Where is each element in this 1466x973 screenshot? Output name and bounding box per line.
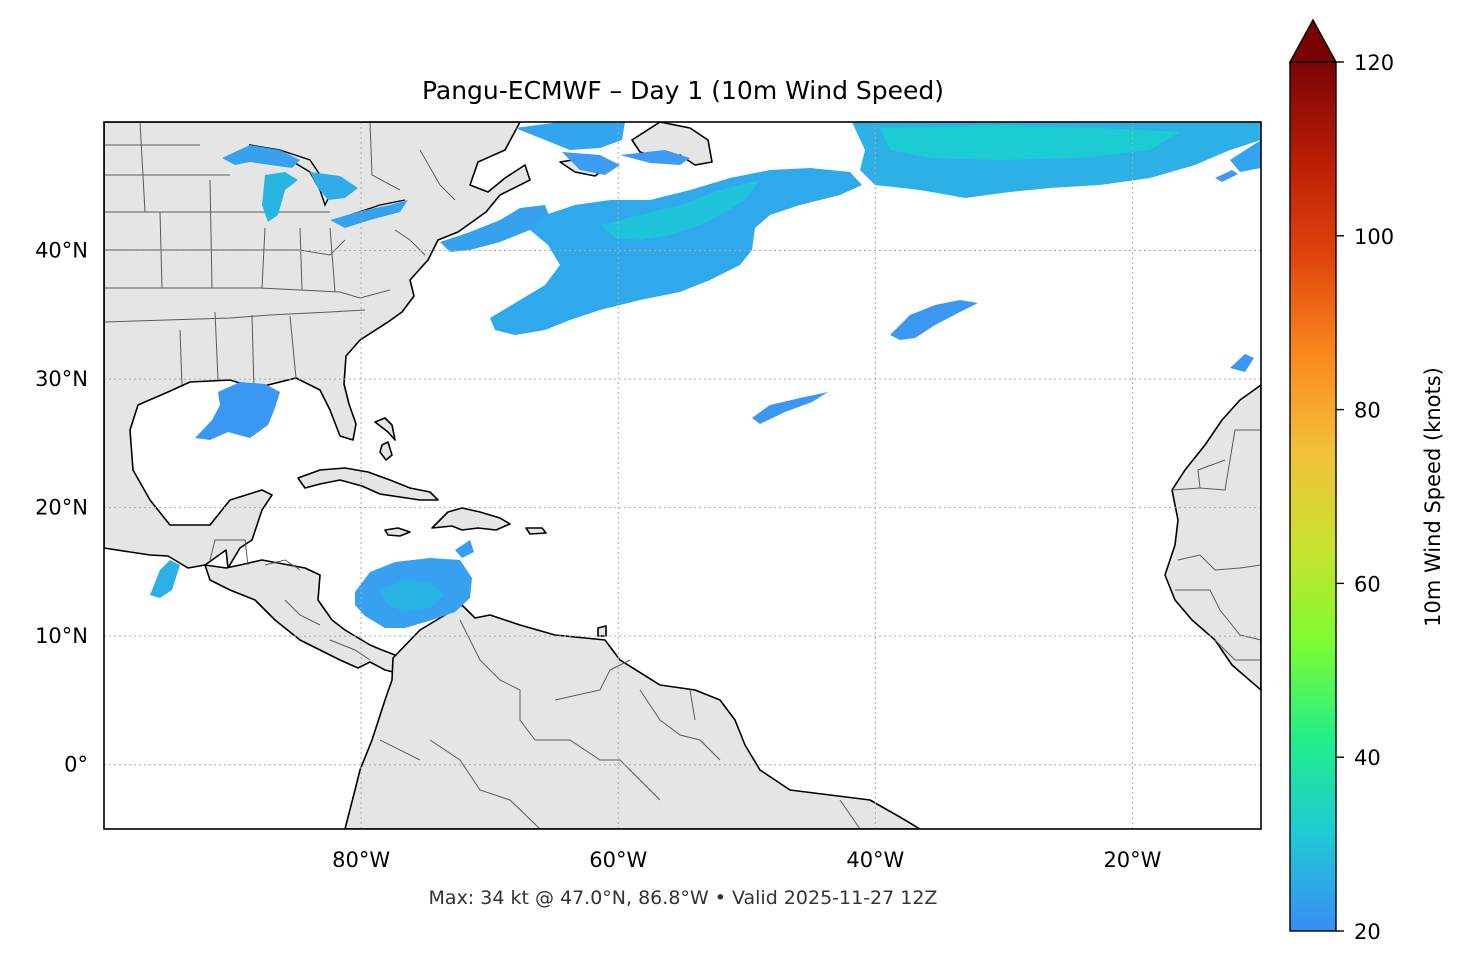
puerto-rico-land [525, 527, 547, 535]
wind-patch-new-england [440, 205, 550, 252]
latitude-tick-label: 0° [64, 753, 88, 777]
colorbar-tick-label: 60 [1354, 572, 1381, 596]
colorbar-tick-label: 20 [1354, 920, 1381, 944]
jamaica-land [384, 527, 411, 537]
colorbar-gradient [1290, 62, 1336, 931]
map-title: Pangu-ECMWF – Day 1 (10m Wind Speed) [422, 76, 944, 105]
colorbar-ticks: 20 40 60 80 100 120 [1336, 51, 1394, 944]
latitude-tick-label: 20°N [35, 496, 88, 520]
hispaniola-land [431, 507, 511, 531]
wind-patch-caribbean-core [380, 580, 445, 612]
longitude-tick-labels: 80°W 60°W 40°W 20°W [332, 848, 1162, 872]
latitude-tick-label: 30°N [35, 367, 88, 391]
wind-patch-mid-atlantic-1 [890, 300, 978, 340]
longitude-tick-label: 20°W [1103, 848, 1161, 872]
colorbar-tick-label: 40 [1354, 746, 1381, 770]
colorbar-tick-label: 100 [1354, 225, 1394, 249]
colorbar-frame [1289, 61, 1337, 932]
longitude-tick-label: 60°W [589, 848, 647, 872]
wind-patch-lake-erie [330, 200, 408, 228]
wind-patch-azores-east [1230, 140, 1261, 172]
wind-patch-great-lakes [222, 145, 300, 168]
cuba-land [297, 467, 439, 501]
latitude-tick-label: 40°N [35, 239, 88, 263]
wind-patch-lake-michigan [262, 172, 298, 222]
colorbar-tick-label: 120 [1354, 51, 1394, 75]
south-america-land [344, 604, 921, 829]
wind-patch-gulf-of-mexico [195, 382, 280, 440]
colorbar-tick-label: 80 [1354, 399, 1381, 423]
map-frame [103, 121, 1262, 830]
colorbar-extend-arrow [1288, 18, 1338, 63]
wind-patch-newfoundland [620, 150, 690, 165]
colorbar-label: 10m Wind Speed (knots) [1421, 367, 1445, 627]
wind-patch-canary [1230, 354, 1254, 372]
bahamas-land [374, 417, 396, 441]
wind-patch-lake-huron [310, 172, 358, 200]
longitude-tick-label: 80°W [332, 848, 390, 872]
latitude-tick-labels: 40°N 30°N 20°N 10°N 0° [35, 239, 88, 777]
wind-patch-mid-atlantic-2 [752, 392, 828, 424]
footer-note: Max: 34 kt @ 47.0°N, 86.8°W • Valid 2025… [429, 887, 938, 909]
latitude-tick-label: 10°N [35, 624, 88, 648]
map-panel: 40°N 30°N 20°N 10°N 0° 80°W 60°W 40°W 20°W [35, 121, 1262, 872]
africa-land [1164, 384, 1261, 691]
trinidad-land [597, 625, 607, 637]
wind-patch-st-lawrence [515, 122, 625, 150]
wind-speed-field [150, 122, 1261, 628]
wind-patch-azores-strip [1215, 170, 1238, 182]
wind-patch-western-atlantic [490, 168, 862, 335]
wind-patch-leeward [455, 540, 474, 558]
political-borders [104, 122, 1261, 829]
map-contents [104, 122, 1261, 829]
wind-patch-cabot-strait [562, 152, 620, 175]
wind-patch-north-atlantic-core [880, 125, 1180, 160]
colorbar: 20 40 60 80 100 120 10m Wind Speed (knots) [1288, 18, 1445, 944]
longitude-tick-label: 40°W [846, 848, 904, 872]
bahamas-land [379, 441, 393, 461]
wind-patch-tehuantepec [150, 560, 180, 598]
wind-patch-western-atlantic-core [600, 180, 760, 240]
